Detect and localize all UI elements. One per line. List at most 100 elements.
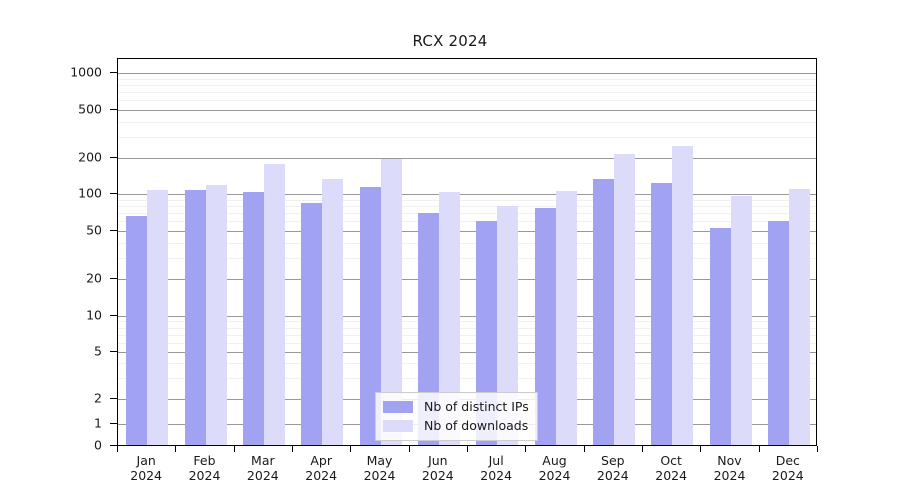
bar-distinct-ips xyxy=(767,221,789,445)
bar-distinct-ips xyxy=(301,203,323,445)
bar-distinct-ips xyxy=(359,187,381,445)
gridline-minor xyxy=(118,121,816,123)
gridline-minor xyxy=(118,242,816,244)
x-tick-label-line: 2024 xyxy=(655,468,688,483)
gridline-minor xyxy=(118,342,816,344)
y-tick-mark xyxy=(110,445,117,446)
x-tick-mark xyxy=(408,446,410,452)
y-tick-label: 50 xyxy=(86,222,102,238)
x-tick-label: Jun 2024 xyxy=(422,453,454,483)
x-tick-mark xyxy=(350,446,352,452)
y-axis: 1000 500 200 100 50 20 10 5 2 1 0 xyxy=(0,58,117,453)
x-tick-mark xyxy=(525,446,527,452)
bars-layer xyxy=(118,59,816,445)
bar-distinct-ips xyxy=(184,190,206,445)
x-tick-mark xyxy=(758,446,760,452)
y-tick-mark xyxy=(110,157,117,158)
x-axis: Jan 2024 Feb 2024 Mar 2024 Apr 2024 May 2024 Jun 20… xyxy=(117,446,818,500)
bar-distinct-ips xyxy=(476,221,498,445)
bar-downloads xyxy=(497,205,519,445)
y-tick-mark xyxy=(110,315,117,316)
x-tick-label-line: Feb xyxy=(193,453,216,468)
x-tick-label: Nov 2024 xyxy=(714,453,746,483)
bar-downloads xyxy=(613,153,635,445)
x-tick-label-line: 2024 xyxy=(713,468,746,483)
gridline-minor xyxy=(118,378,816,380)
x-tick-label-line: Jul xyxy=(488,453,504,468)
y-tick-mark xyxy=(110,423,117,424)
x-tick-label: Aug 2024 xyxy=(539,453,571,483)
x-tick-label-line: Jan xyxy=(136,453,156,468)
x-tick-label-line: Jun xyxy=(428,453,448,468)
bar-downloads xyxy=(730,196,752,445)
y-tick-mark xyxy=(110,351,117,352)
gridline-minor xyxy=(118,334,816,336)
gridline-major xyxy=(118,110,816,111)
x-tick-label: Oct 2024 xyxy=(655,453,687,483)
x-tick-label-line: Oct xyxy=(660,453,682,468)
x-tick-label-line: 2024 xyxy=(596,468,629,483)
gridline-minor xyxy=(118,327,816,329)
y-tick-label: 0 xyxy=(94,437,102,453)
y-tick-mark xyxy=(110,278,117,279)
x-tick-label-line: Aug xyxy=(542,453,567,468)
x-tick-mark xyxy=(117,446,118,452)
x-tick-label-line: 2024 xyxy=(188,468,221,483)
y-tick-label: 1 xyxy=(94,415,102,431)
bar-downloads xyxy=(672,146,694,445)
x-tick-label-line: 2024 xyxy=(363,468,396,483)
x-tick-mark xyxy=(175,446,177,452)
legend-label-distinct-ips: Nb of distinct IPs xyxy=(424,399,529,414)
x-tick-mark xyxy=(642,446,643,452)
x-tick-label: Jan 2024 xyxy=(130,453,162,483)
bar-distinct-ips xyxy=(242,192,264,445)
gridline-minor xyxy=(118,100,816,102)
gridline-minor xyxy=(118,221,816,223)
x-tick-label: Apr 2024 xyxy=(305,453,337,483)
bar-downloads xyxy=(263,163,285,445)
x-tick-label-line: 2024 xyxy=(538,468,571,483)
bar-downloads xyxy=(322,179,344,445)
plot-area xyxy=(117,58,817,446)
x-tick-label: Mar 2024 xyxy=(247,453,279,483)
y-tick-mark xyxy=(110,109,117,110)
bar-downloads xyxy=(788,188,810,445)
y-tick-label: 5 xyxy=(94,343,102,359)
gridline-minor xyxy=(118,205,816,207)
gridline-minor xyxy=(118,321,816,323)
legend-item-distinct-ips: Nb of distinct IPs xyxy=(383,397,529,416)
x-tick-mark xyxy=(700,446,702,452)
legend-item-downloads: Nb of downloads xyxy=(383,416,529,435)
x-tick-label: Sep 2024 xyxy=(597,453,629,483)
x-tick-label-line: Dec xyxy=(775,453,800,468)
y-tick-mark xyxy=(110,398,117,399)
legend-swatch-distinct-ips xyxy=(383,400,413,413)
y-tick-mark xyxy=(110,72,117,73)
gridline-major xyxy=(118,352,816,353)
bar-downloads xyxy=(438,192,460,445)
x-tick-label-line: May xyxy=(366,453,393,468)
gridline-major xyxy=(118,231,816,232)
legend-label-downloads: Nb of downloads xyxy=(424,418,529,433)
gridline-minor xyxy=(118,84,816,86)
bar-downloads xyxy=(147,190,169,445)
chart-legend: Nb of distinct IPs Nb of downloads xyxy=(375,392,538,441)
legend-swatch-downloads xyxy=(383,419,413,432)
x-tick-label: Feb 2024 xyxy=(189,453,221,483)
x-tick-label-line: 2024 xyxy=(246,468,279,483)
x-tick-mark xyxy=(467,446,468,452)
chart-title: RCX 2024 xyxy=(412,32,488,50)
gridline-minor xyxy=(118,136,816,138)
bar-distinct-ips xyxy=(126,215,148,445)
gridline-minor xyxy=(118,92,816,94)
bar-downloads xyxy=(380,158,402,445)
y-tick-label: 1000 xyxy=(70,64,102,80)
x-tick-label-line: Sep xyxy=(601,453,625,468)
x-tick-label-line: 2024 xyxy=(771,468,804,483)
y-tick-label: 200 xyxy=(78,149,102,165)
bar-distinct-ips xyxy=(417,212,439,445)
gridline-major xyxy=(118,316,816,317)
x-tick-label-line: Nov xyxy=(717,453,742,468)
y-tick-label: 100 xyxy=(78,185,102,201)
